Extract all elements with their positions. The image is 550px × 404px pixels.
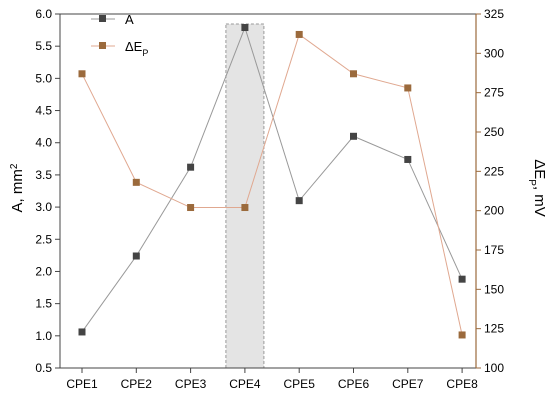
y-left-tick-label: 4.0 bbox=[35, 136, 52, 150]
x-tick-label: CPE7 bbox=[392, 377, 424, 391]
legend-label-dep: ΔEP bbox=[125, 39, 148, 58]
x-tick-label: CPE1 bbox=[66, 377, 98, 391]
series-1-point bbox=[458, 331, 466, 339]
series-1-point bbox=[187, 204, 195, 212]
y-left-axis-title: A, mm2 bbox=[9, 163, 27, 212]
y-right-tick-label: 225 bbox=[484, 164, 504, 178]
series-0-point bbox=[295, 197, 303, 205]
series-0-point bbox=[404, 155, 412, 163]
y-right-tick-label: 250 bbox=[484, 125, 504, 139]
y-left-tick-label: 3.0 bbox=[35, 200, 52, 214]
y-right-tick-label: 125 bbox=[484, 322, 504, 336]
x-tick-label: CPE2 bbox=[121, 377, 153, 391]
y-right-tick-label: 175 bbox=[484, 243, 504, 257]
y-left-tick-label: 6.0 bbox=[35, 7, 52, 21]
legend-marker-a bbox=[99, 15, 106, 22]
legend-label-a: A bbox=[125, 12, 134, 27]
y-right-tick-label: 300 bbox=[484, 46, 504, 60]
y-right-tick-label: 325 bbox=[484, 7, 504, 21]
y-right-tick-label: 150 bbox=[484, 282, 504, 296]
series-1-point bbox=[350, 70, 357, 78]
x-tick-label: CPE5 bbox=[284, 377, 316, 391]
y-left-tick-label: 5.0 bbox=[35, 71, 52, 85]
series-1-point bbox=[295, 30, 303, 38]
y-left-tick-label: 4.5 bbox=[35, 104, 52, 118]
series-0-point bbox=[350, 132, 357, 140]
y-right-tick-label: 100 bbox=[484, 361, 504, 375]
series-1-point bbox=[241, 204, 249, 212]
axes-layer: 0.5 1.0 1.5 2.0 2.5 3.0 3.5 4.0 4.5 5.0 5.5 6.0 100 1… bbox=[35, 7, 504, 391]
legend-marker-dep bbox=[99, 42, 106, 49]
plot-frame bbox=[59, 13, 477, 369]
y-left-tick-label: 5.5 bbox=[35, 39, 52, 53]
y-left-tick-label: 1.5 bbox=[35, 297, 52, 311]
y-left-tick-label: 0.5 bbox=[35, 361, 52, 375]
y-right-tick-label: 200 bbox=[484, 204, 504, 218]
series-1-point bbox=[404, 84, 412, 92]
legend: A ΔEP bbox=[91, 12, 148, 58]
y-right-axis-title: ΔEP, mV bbox=[527, 159, 549, 217]
y-left-tick-label: 3.5 bbox=[35, 168, 52, 182]
series-0-point bbox=[132, 252, 140, 260]
series-0-point bbox=[241, 24, 249, 32]
y-left-tick-label: 2.0 bbox=[35, 264, 52, 278]
x-tick-label: CPE6 bbox=[338, 377, 370, 391]
series-line-1 bbox=[81, 33, 463, 336]
series-layer bbox=[78, 24, 466, 339]
highlight-band bbox=[225, 23, 265, 369]
series-1-point bbox=[78, 70, 86, 78]
x-tick-label: CPE8 bbox=[446, 377, 478, 391]
x-tick-label: CPE4 bbox=[229, 377, 261, 391]
y-left-tick-label: 1.0 bbox=[35, 329, 52, 343]
series-0-point bbox=[187, 163, 195, 171]
series-0-point bbox=[458, 275, 466, 283]
y-left-tick-label: 2.5 bbox=[35, 232, 52, 246]
x-tick-label: CPE3 bbox=[175, 377, 207, 391]
y-right-tick-label: 275 bbox=[484, 86, 504, 100]
series-0-point bbox=[78, 328, 86, 336]
series-1-point bbox=[132, 178, 140, 186]
series-line-0 bbox=[81, 26, 463, 333]
